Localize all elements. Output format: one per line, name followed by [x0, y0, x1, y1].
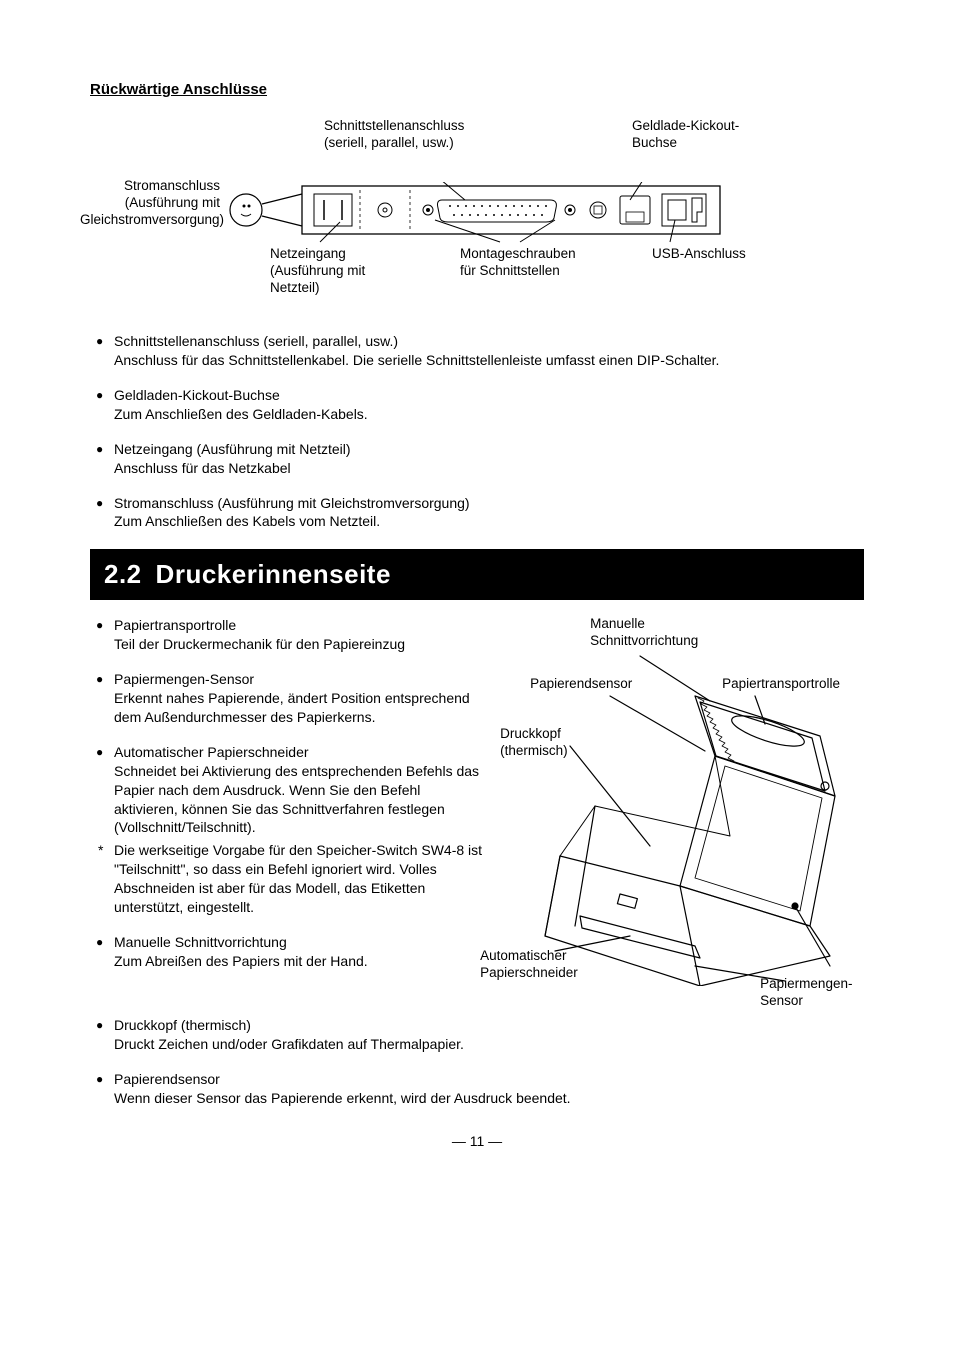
bullet-title: Manuelle Schnittvorrichtung — [114, 934, 287, 950]
rear-title: Rückwärtige Anschlüsse — [90, 80, 864, 100]
bullet-desc: Anschluss für das Schnittstellenkabel. D… — [114, 351, 864, 370]
section-header: 2.2 Druckerinnenseite — [90, 549, 864, 600]
bullet-desc: Schneidet bei Aktivierung des entspreche… — [114, 762, 484, 838]
rear-diagram: Schnittstellenanschluss(seriell, paralle… — [90, 118, 864, 318]
bullet-interface: Schnittstellenanschluss (seriell, parall… — [96, 332, 864, 370]
label-ac-inlet: Netzeingang(Ausführung mitNetzteil) — [270, 246, 365, 297]
bullet-pne: Papiermengen-Sensor Erkennt nahes Papier… — [96, 670, 484, 727]
bullet-title: Geldladen-Kickout-Buchse — [114, 387, 280, 403]
bullet-title: Schnittstellenanschluss (seriell, parall… — [114, 333, 398, 349]
asterisk-text: Die werkseitige Vorgabe für den Speicher… — [114, 842, 482, 915]
bullet-title: Netzeingang (Ausführung mit Netzteil) — [114, 441, 351, 457]
bullet-title: Stromanschluss (Ausführung mit Gleichstr… — [114, 495, 470, 511]
bullet-desc: Zum Abreißen des Papiers mit der Hand. — [114, 952, 484, 971]
bottom-bullets: Druckkopf (thermisch) Druckt Zeichen und… — [96, 1016, 864, 1108]
bullet-desc: Druckt Zeichen und/oder Grafikdaten auf … — [114, 1035, 864, 1054]
bullet-desc: Teil der Druckermechanik für den Papiere… — [114, 635, 484, 654]
bullet-autocutter: Automatischer Papierschneider Schneidet … — [96, 743, 484, 837]
bullet-dc: Stromanschluss (Ausführung mit Gleichstr… — [96, 494, 864, 532]
page-number: — 11 — — [90, 1132, 864, 1151]
label-interface-top: Schnittstellenanschluss(seriell, paralle… — [324, 118, 464, 152]
bullet-kickout: Geldladen-Kickout-Buchse Zum Anschließen… — [96, 386, 864, 424]
bullet-title: Automatischer Papierschneider — [114, 744, 309, 760]
rear-panel-svg — [210, 182, 770, 252]
bullet-desc: Zum Anschließen des Geldladen-Kabels. — [114, 405, 864, 424]
bullet-platen: Papiertransportrolle Teil der Druckermec… — [96, 616, 484, 654]
bullet-printhead: Druckkopf (thermisch) Druckt Zeichen und… — [96, 1016, 864, 1054]
inner-left-col: Papiertransportrolle Teil der Druckermec… — [90, 616, 484, 1016]
label-manual-cutter: ManuelleSchnittvorrichtung — [590, 616, 698, 650]
bullet-manual: Manuelle Schnittvorrichtung Zum Abreißen… — [96, 933, 484, 971]
section-name: Druckerinnenseite — [156, 559, 391, 589]
rear-bullets: Schnittstellenanschluss (seriell, parall… — [96, 332, 864, 531]
asterisk-note: Die werkseitige Vorgabe für den Speicher… — [96, 841, 484, 917]
bullet-desc: Wenn dieser Sensor das Papierende erkenn… — [114, 1089, 864, 1108]
label-kickout: Geldlade-Kickout-Buchse — [632, 118, 739, 152]
bullet-desc: Anschluss für das Netzkabel — [114, 459, 864, 478]
bullet-title: Papiermengen-Sensor — [114, 671, 254, 687]
bullet-desc: Zum Anschließen des Kabels vom Netzteil. — [114, 512, 864, 531]
inner-right-col: ManuelleSchnittvorrichtung Papierendsens… — [500, 616, 864, 1016]
printer-svg — [500, 646, 870, 986]
section-number: 2.2 — [104, 559, 142, 589]
bullet-desc: Erkennt nahes Papierende, ändert Positio… — [114, 689, 484, 727]
bullet-title: Papierendsensor — [114, 1071, 220, 1087]
printer-diagram: ManuelleSchnittvorrichtung Papierendsens… — [500, 616, 864, 1016]
bullet-paperend: Papierendsensor Wenn dieser Sensor das P… — [96, 1070, 864, 1108]
label-power-dc: Stromanschluss(Ausführung mitGleichstrom… — [80, 178, 220, 229]
bullet-title: Druckkopf (thermisch) — [114, 1017, 251, 1033]
bullet-ac: Netzeingang (Ausführung mit Netzteil) An… — [96, 440, 864, 478]
bullet-title: Papiertransportrolle — [114, 617, 236, 633]
